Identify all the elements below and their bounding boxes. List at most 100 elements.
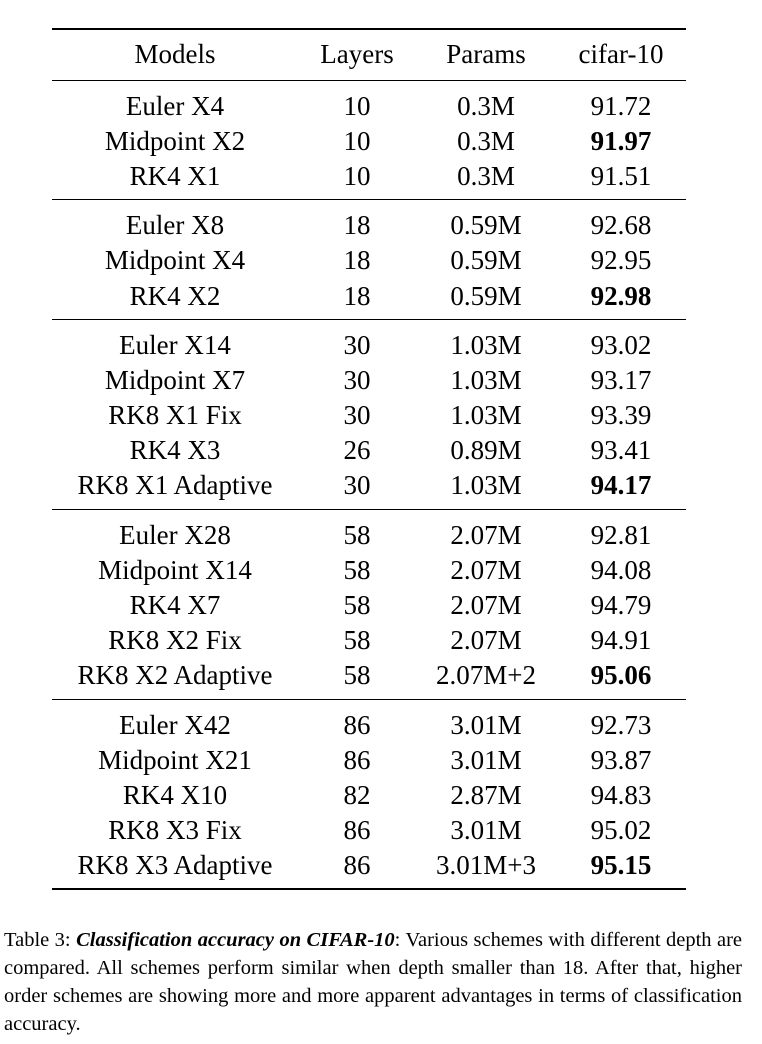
cell-params: 2.87M — [450, 779, 522, 810]
results-table: Models Layers Params cifar-10 Euler X4 10… — [52, 28, 686, 891]
cell-layers: 86 — [343, 850, 371, 881]
table-row: RK4 X7 58 2.07M 94.79 — [52, 588, 686, 623]
cell-model: Euler X42 — [119, 709, 231, 740]
cell-layers: 86 — [343, 815, 371, 846]
caption-emphasis: Classification accuracy on CIFAR-10 — [76, 929, 395, 951]
cell-accuracy: 93.17 — [590, 364, 652, 395]
cell-model: RK8 X3 Adaptive — [77, 850, 273, 881]
cell-params: 2.07M — [450, 554, 522, 585]
cell-accuracy: 92.68 — [590, 210, 652, 241]
cell-params: 2.07M+2 — [436, 660, 536, 691]
cell-accuracy: 94.17 — [590, 470, 652, 501]
table-caption: Table 3: Classification accuracy on CIFA… — [4, 926, 742, 1038]
table-row: RK8 X2 Fix 58 2.07M 94.91 — [52, 623, 686, 658]
table-row: RK4 X3 26 0.89M 93.41 — [52, 433, 686, 468]
cell-params: 3.01M — [450, 744, 522, 775]
cell-params: 0.3M — [457, 90, 515, 121]
table-row: Midpoint X7 30 1.03M 93.17 — [52, 363, 686, 398]
results-table-container: Models Layers Params cifar-10 Euler X4 10… — [52, 28, 686, 891]
cell-accuracy: 93.41 — [590, 435, 652, 466]
table-row: RK4 X1 10 0.3M 91.51 — [52, 159, 686, 200]
cell-layers: 18 — [343, 245, 371, 276]
cell-layers: 58 — [343, 590, 371, 621]
table-row: RK4 X10 82 2.87M 94.83 — [52, 778, 686, 813]
cell-model: RK8 X1 Fix — [108, 400, 242, 431]
cell-params: 2.07M — [450, 590, 522, 621]
cell-layers: 30 — [343, 364, 371, 395]
cell-accuracy: 94.91 — [590, 625, 652, 656]
cell-accuracy: 95.02 — [590, 815, 652, 846]
caption-text: : Various schemes with different depth a… — [4, 929, 742, 1035]
cell-layers: 10 — [343, 125, 371, 156]
cell-params: 0.89M — [450, 435, 522, 466]
cell-accuracy: 93.02 — [590, 329, 652, 360]
table-row: RK8 X2 Adaptive 58 2.07M+2 95.06 — [52, 658, 686, 699]
cell-model: RK4 X1 — [129, 160, 221, 191]
cell-model: RK4 X3 — [129, 435, 221, 466]
header-row: Models Layers Params cifar-10 — [52, 29, 686, 80]
cell-layers: 18 — [343, 210, 371, 241]
cell-layers: 26 — [343, 435, 371, 466]
table-header: Models Layers Params cifar-10 — [52, 29, 686, 80]
cell-layers: 10 — [343, 90, 371, 121]
header-models: Models — [134, 39, 216, 70]
table-row: Euler X42 86 3.01M 92.73 — [52, 699, 686, 743]
cell-layers: 58 — [343, 625, 371, 656]
cell-params: 2.07M — [450, 625, 522, 656]
header-cifar10: cifar-10 — [578, 39, 664, 70]
cell-model: Midpoint X14 — [98, 554, 252, 585]
cell-model: RK8 X2 Fix — [108, 625, 242, 656]
cell-layers: 30 — [343, 329, 371, 360]
cell-model: Euler X4 — [125, 90, 225, 121]
cell-layers: 86 — [343, 744, 371, 775]
table-row: Midpoint X14 58 2.07M 94.08 — [52, 553, 686, 588]
cell-params: 3.01M+3 — [436, 850, 536, 881]
table-row: Euler X4 10 0.3M 91.72 — [52, 80, 686, 124]
cell-layers: 58 — [343, 519, 371, 550]
cell-accuracy: 95.15 — [590, 850, 652, 881]
cell-params: 1.03M — [450, 329, 522, 360]
cell-params: 1.03M — [450, 400, 522, 431]
cell-layers: 30 — [343, 470, 371, 501]
cell-accuracy: 94.08 — [590, 554, 652, 585]
cell-model: RK4 X10 — [122, 779, 228, 810]
row-group: Euler X8 18 0.59M 92.68 Midpoint X4 18 0.59M 92… — [52, 200, 686, 320]
cell-model: RK4 X7 — [129, 590, 221, 621]
cell-params: 3.01M — [450, 815, 522, 846]
row-group: Euler X4 10 0.3M 91.72 Midpoint X2 10 0.3M 91.9… — [52, 80, 686, 200]
cell-accuracy: 91.72 — [590, 90, 652, 121]
cell-model: RK8 X2 Adaptive — [77, 660, 273, 691]
cell-layers: 58 — [343, 660, 371, 691]
row-group: Euler X42 86 3.01M 92.73 Midpoint X21 86 3.01M… — [52, 699, 686, 889]
cell-model: Midpoint X2 — [104, 125, 246, 156]
cell-accuracy: 94.83 — [590, 779, 652, 810]
table-row: Euler X28 58 2.07M 92.81 — [52, 509, 686, 553]
cell-accuracy: 94.79 — [590, 590, 652, 621]
cell-params: 0.59M — [450, 210, 522, 241]
table-row: RK8 X3 Adaptive 86 3.01M+3 95.15 — [52, 848, 686, 889]
cell-params: 0.3M — [457, 125, 515, 156]
cell-model: RK8 X1 Adaptive — [77, 470, 273, 501]
cell-accuracy: 93.39 — [590, 400, 652, 431]
cell-model: Euler X14 — [119, 329, 231, 360]
cell-model: RK4 X2 — [129, 280, 221, 311]
cell-layers: 18 — [343, 280, 371, 311]
cell-params: 0.59M — [450, 280, 522, 311]
header-layers: Layers — [320, 39, 394, 70]
cell-layers: 86 — [343, 709, 371, 740]
cell-accuracy: 92.81 — [590, 519, 652, 550]
table-row: RK4 X2 18 0.59M 92.98 — [52, 278, 686, 319]
table-row: Midpoint X21 86 3.01M 93.87 — [52, 743, 686, 778]
cell-layers: 58 — [343, 554, 371, 585]
cell-model: Euler X28 — [119, 519, 231, 550]
table-row: RK8 X3 Fix 86 3.01M 95.02 — [52, 813, 686, 848]
cell-model: Midpoint X21 — [98, 744, 252, 775]
table-row: Euler X14 30 1.03M 93.02 — [52, 319, 686, 363]
cell-accuracy: 92.95 — [590, 245, 652, 276]
cell-layers: 30 — [343, 400, 371, 431]
caption-label: Table 3: — [4, 929, 77, 951]
cell-layers: 82 — [343, 779, 371, 810]
table-row: Midpoint X4 18 0.59M 92.95 — [52, 243, 686, 278]
cell-params: 3.01M — [450, 709, 522, 740]
cell-model: Euler X8 — [125, 210, 225, 241]
